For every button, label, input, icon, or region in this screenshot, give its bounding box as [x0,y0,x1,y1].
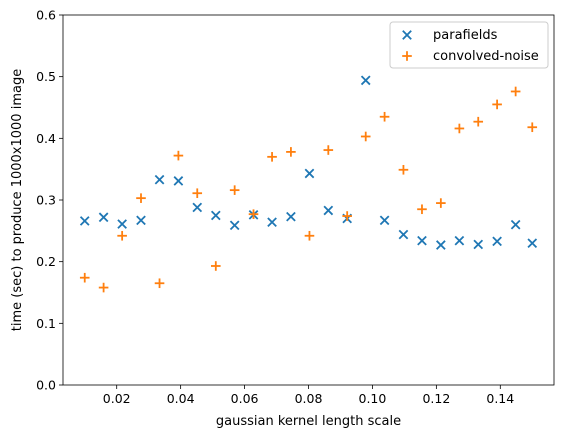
data-point-convolved-noise [436,198,446,208]
data-point-convolved-noise [98,282,109,293]
x-tick-label: 0.12 [422,391,450,406]
legend-box [389,21,549,69]
data-point-convolved-noise [117,230,127,241]
data-point-convolved-noise [210,261,221,271]
y-tick-label: 0.4 [36,131,56,146]
x-tick-label: 0.14 [486,391,514,406]
data-point-parafields [192,202,203,213]
data-point-convolved-noise [248,209,259,219]
data-point-convolved-noise [527,122,538,133]
data-point-convolved-noise [510,86,521,97]
data-point-convolved-noise [229,185,240,195]
data-point-parafields [79,216,90,226]
data-point-parafields [492,236,502,247]
data-point-parafields [379,215,390,226]
y-tick-label: 0.3 [36,193,56,208]
data-point-parafields [286,211,296,222]
plot-area-frame [62,14,555,386]
legend-marker-parafields [402,30,412,40]
data-point-parafields [323,205,334,216]
data-point-parafields [527,238,538,249]
data-point-convolved-noise [192,188,203,199]
x-tick-label: 0.06 [231,391,259,406]
x-tick-label: 0.10 [359,391,387,406]
legend: parafields convolved-noise [389,21,549,69]
axis-ticks: 0.02 0.04 0.06 0.08 0.10 0.12 0.14 0.0 0.1 0.2 0.3… [36,8,514,407]
data-point-convolved-noise [154,278,165,289]
data-point-convolved-noise [398,164,409,175]
data-point-parafields [136,215,146,226]
data-point-convolved-noise [492,99,502,110]
data-point-convolved-noise [79,272,90,283]
data-point-parafields [398,229,409,240]
data-point-parafields [304,168,315,179]
x-axis-label: gaussian kernel length scale [216,414,401,429]
x-tick-label: 0.02 [103,391,131,406]
data-point-parafields [510,219,521,230]
y-axis-label: time (sec) to produce 1000x1000 image [10,69,25,331]
data-points [79,75,538,293]
legend-marker-symbol [402,30,412,40]
data-point-convolved-noise [267,152,277,162]
data-point-convolved-noise [473,116,484,127]
data-point-parafields [154,174,165,185]
x-tick-label: 0.04 [167,391,195,406]
x-tick-label: 0.08 [295,391,323,406]
y-tick-label: 0.6 [36,8,56,23]
data-point-convolved-noise [304,230,315,241]
data-point-convolved-noise [136,193,146,203]
data-point-convolved-noise [454,123,465,134]
data-point-parafields [417,235,427,246]
data-point-convolved-noise [173,150,184,161]
data-point-parafields [210,210,221,221]
data-point-convolved-noise [342,211,352,221]
legend-label-convolved-noise: convolved-noise [433,49,539,64]
data-point-parafields [454,235,465,246]
data-point-convolved-noise [379,111,390,122]
data-point-parafields [267,217,277,228]
data-point-parafields [473,239,484,250]
data-point-convolved-noise [417,204,427,215]
legend-marker-convolved-noise [402,51,412,61]
data-point-parafields [98,212,109,223]
data-point-convolved-noise [286,147,296,157]
y-tick-label: 0.0 [36,378,56,393]
y-tick-label: 0.1 [36,316,56,331]
data-point-parafields [436,240,446,250]
data-point-convolved-noise [323,145,334,155]
data-point-parafields [173,176,184,186]
y-tick-label: 0.5 [36,69,56,84]
y-tick-label: 0.2 [36,254,56,269]
data-point-parafields [117,219,127,229]
legend-marker-symbol [402,51,412,61]
legend-label-parafields: parafields [433,28,498,43]
data-point-parafields [360,75,371,86]
data-point-parafields [229,220,240,231]
data-point-convolved-noise [360,131,371,142]
